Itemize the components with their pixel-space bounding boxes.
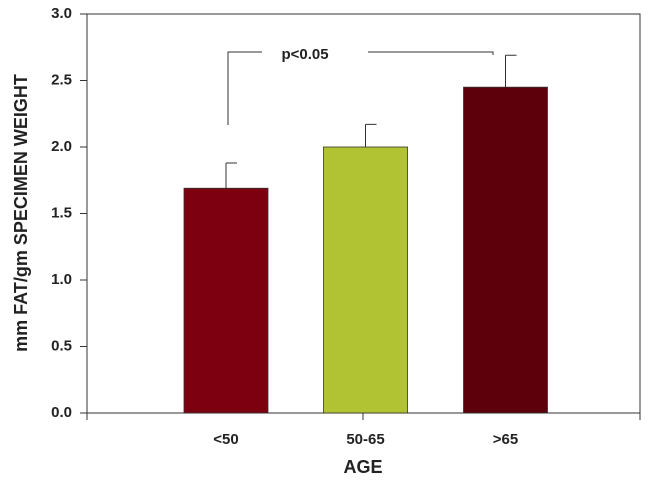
- y-tick-label: 0.5: [51, 337, 72, 354]
- y-tick-label: 2.5: [51, 71, 72, 88]
- significance-bracket: [227, 51, 262, 125]
- y-tick-label: 0.0: [51, 404, 72, 421]
- y-tick-label: 2.0: [51, 138, 72, 155]
- bar: [463, 86, 548, 414]
- error-bar: [225, 162, 237, 189]
- x-axis-title: AGE: [343, 457, 382, 477]
- x-tick-label: <50: [213, 431, 238, 448]
- y-tick-label: 1.0: [51, 271, 72, 288]
- error-bar: [365, 123, 377, 147]
- y-tick-label: 1.5: [51, 204, 72, 221]
- bar: [183, 187, 269, 414]
- x-tick-label: 50-65: [346, 431, 384, 448]
- significance-bracket: [368, 51, 494, 55]
- bar: [323, 146, 408, 414]
- annotation: p<0.05: [281, 46, 328, 63]
- y-axis-title: mm FAT/gm SPECIMEN WEIGHT: [11, 74, 31, 352]
- error-bar: [505, 54, 517, 88]
- x-tick-label: >65: [493, 431, 518, 448]
- y-tick-label: 3.0: [51, 5, 72, 22]
